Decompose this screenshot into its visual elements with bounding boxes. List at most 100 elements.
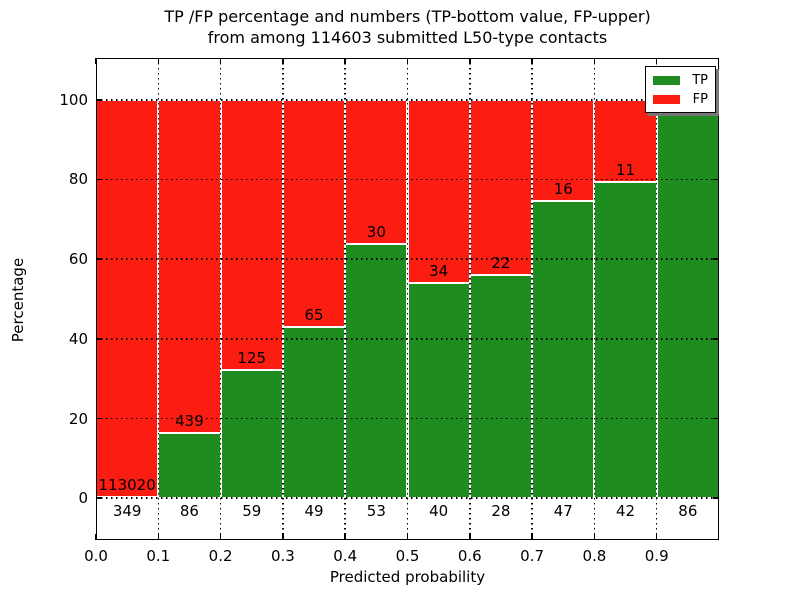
bar-tp-1 (158, 432, 221, 499)
y-tick-label-60: 60 (68, 250, 88, 269)
fp-count-label-4: 30 (366, 222, 386, 241)
fp-count-label-1: 439 (175, 411, 204, 430)
y-tick-right-100 (713, 99, 719, 101)
y-tick-label-20: 20 (68, 409, 88, 428)
fp-count-label-8: 11 (616, 161, 636, 180)
x-tick-bottom-0.5 (406, 534, 409, 540)
x-tick-top-0.2 (219, 58, 222, 64)
x-tick-bottom-0.1 (157, 534, 160, 540)
y-tick-left-20 (96, 417, 102, 420)
x-axis-label: Predicted probability (329, 568, 486, 586)
x-tick-bottom-0.0 (95, 534, 97, 540)
y-tick-left-40 (96, 338, 102, 340)
gridline-x-0.9 (655, 58, 658, 540)
gridline-x-0.2 (219, 58, 222, 540)
bar-fp-0 (96, 99, 159, 497)
tp-count-label-7: 47 (553, 502, 573, 521)
gridline-x-0.3 (282, 58, 284, 540)
y-tick-left-0 (96, 497, 102, 499)
fp-count-label-3: 65 (304, 305, 324, 324)
bar-fp-5 (407, 99, 470, 283)
x-tick-label-0.7: 0.7 (520, 547, 545, 565)
y-tick-left-100 (96, 99, 102, 101)
chart-title-line2: from among 114603 submitted L50-type con… (207, 28, 608, 47)
x-tick-label-0.1: 0.1 (146, 547, 171, 565)
y-tick-right-20 (713, 417, 719, 420)
y-tick-right-40 (713, 338, 719, 340)
x-tick-bottom-0.2 (219, 534, 222, 540)
bar-tp-3 (282, 326, 346, 499)
x-tick-label-0.6: 0.6 (457, 547, 482, 565)
legend-label-fp: FP (692, 91, 708, 107)
bar-tp-9 (656, 108, 719, 499)
fp-count-label-5: 34 (429, 261, 449, 280)
x-tick-top-0.5 (406, 58, 409, 64)
gridline-x-0.4 (344, 58, 346, 540)
gridline-x-0.7 (531, 58, 533, 540)
fp-count-label-0: 113020 (98, 475, 156, 494)
x-tick-label-0.3: 0.3 (270, 547, 295, 565)
y-tick-left-60 (96, 258, 102, 260)
y-tick-label-100: 100 (59, 90, 88, 109)
tp-count-label-9: 86 (678, 502, 698, 521)
x-tick-top-0.3 (282, 58, 284, 64)
tp-count-label-4: 53 (366, 502, 386, 521)
bar-tp-6 (469, 275, 533, 499)
bar-fp-3 (282, 99, 346, 327)
tp-count-label-3: 49 (304, 502, 324, 521)
bar-tp-2 (220, 370, 283, 499)
bar-tp-8 (594, 182, 657, 499)
x-tick-top-0.8 (593, 58, 596, 64)
y-tick-label-80: 80 (68, 170, 88, 189)
bar-tp-4 (345, 243, 408, 499)
fp-count-label-6: 22 (491, 254, 511, 273)
x-tick-bottom-0.9 (655, 534, 658, 540)
plot-area: 113020 349 439 86 125 59 65 49 30 53 34 40 22 28 16 47 1… (95, 58, 719, 540)
y-tick-right-80 (713, 178, 719, 181)
y-tick-right-60 (713, 258, 719, 260)
x-tick-bottom-0.6 (469, 534, 471, 540)
y-tick-label-40: 40 (68, 329, 88, 348)
legend-label-tp: TP (692, 72, 708, 88)
tp-count-label-1: 86 (179, 502, 199, 521)
x-tick-bottom-0.3 (282, 534, 284, 540)
tp-count-label-2: 59 (242, 502, 262, 521)
tp-count-label-6: 28 (491, 502, 511, 521)
tp-count-label-8: 42 (616, 502, 636, 521)
legend: TP FP (645, 66, 716, 113)
bar-fp-2 (220, 99, 283, 371)
x-tick-label-0.0: 0.0 (84, 547, 108, 565)
x-tick-top-0.7 (531, 58, 533, 64)
x-tick-label-0.2: 0.2 (208, 547, 233, 565)
x-tick-top-0.0 (95, 58, 97, 64)
bar-tp-5 (407, 282, 470, 499)
y-tick-label-0: 0 (78, 489, 88, 508)
x-tick-label-0.5: 0.5 (395, 547, 420, 565)
x-tick-top-0.1 (157, 58, 160, 64)
bar-fp-6 (469, 99, 533, 276)
legend-item-fp: FP (653, 91, 708, 107)
x-tick-bottom-0.7 (531, 534, 533, 540)
x-tick-bottom-0.4 (344, 534, 346, 540)
x-tick-label-0.8: 0.8 (582, 547, 607, 565)
y-axis-label: Percentage (9, 257, 27, 343)
x-tick-top-0.9 (655, 58, 658, 64)
gridline-x-0.5 (406, 58, 409, 540)
gridline-x-0.6 (469, 58, 471, 540)
bar-tp-7 (532, 201, 595, 499)
gridline-x-0.8 (593, 58, 596, 540)
x-tick-label-0.4: 0.4 (333, 547, 358, 565)
legend-swatch-tp-icon (653, 75, 680, 85)
tp-count-label-5: 40 (429, 502, 449, 521)
bar-fp-1 (158, 99, 221, 433)
x-tick-bottom-0.8 (593, 534, 596, 540)
fp-count-label-2: 125 (237, 349, 267, 368)
legend-item-tp: TP (653, 72, 708, 88)
gridline-x-0.1 (157, 58, 160, 540)
legend-swatch-fp-icon (653, 94, 680, 104)
y-tick-right-0 (713, 497, 719, 499)
x-tick-top-0.4 (344, 58, 346, 64)
fp-count-label-7: 16 (553, 180, 573, 198)
chart-title-line1: TP /FP percentage and numbers (TP-bottom… (164, 7, 651, 26)
